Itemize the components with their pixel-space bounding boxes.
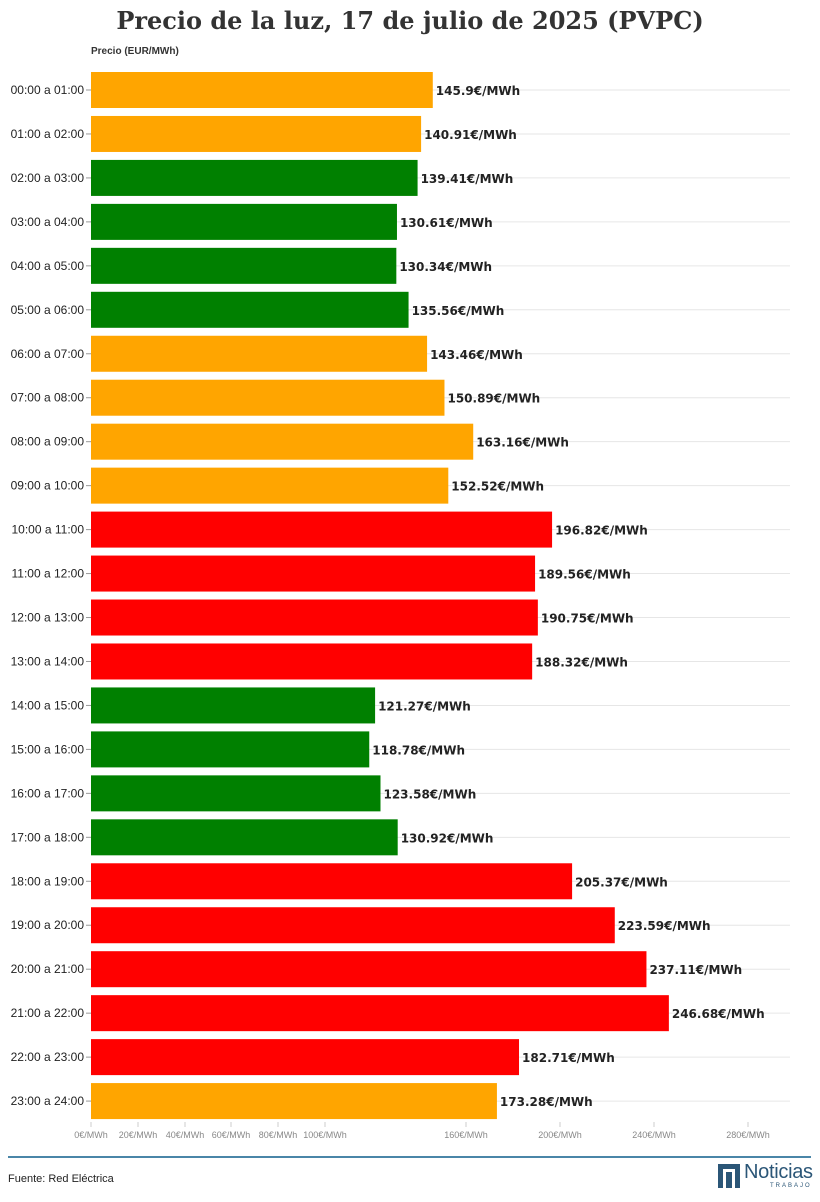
price-bar bbox=[91, 247, 397, 284]
price-bar bbox=[91, 379, 445, 416]
price-bar bbox=[91, 423, 474, 460]
price-bar bbox=[91, 687, 376, 724]
brand-logo: Noticias TRABAJO bbox=[718, 1161, 813, 1192]
category-label: 04:00 a 05:00 bbox=[11, 259, 85, 273]
x-axis-tick-label: 160€/MWh bbox=[444, 1130, 488, 1140]
x-axis-tick-label: 40€/MWh bbox=[166, 1130, 205, 1140]
price-bar bbox=[91, 1039, 520, 1076]
footer-divider bbox=[8, 1156, 811, 1158]
x-axis-tick-label: 200€/MWh bbox=[538, 1130, 582, 1140]
bar-value-label: 182.71€/MWh bbox=[522, 1051, 615, 1065]
x-axis-tick-label: 80€/MWh bbox=[259, 1130, 298, 1140]
category-label: 14:00 a 15:00 bbox=[11, 698, 85, 712]
category-label: 09:00 a 10:00 bbox=[11, 479, 85, 493]
price-bar bbox=[91, 72, 433, 108]
bar-value-label: 223.59€/MWh bbox=[618, 919, 711, 933]
category-label: 06:00 a 07:00 bbox=[11, 347, 85, 361]
category-label: 15:00 a 16:00 bbox=[11, 742, 85, 756]
x-axis-tick-label: 240€/MWh bbox=[632, 1130, 676, 1140]
category-label: 10:00 a 11:00 bbox=[11, 523, 84, 537]
bar-value-label: 143.46€/MWh bbox=[430, 348, 523, 362]
price-bar bbox=[91, 115, 422, 152]
category-label: 20:00 a 21:00 bbox=[11, 962, 85, 976]
price-bar bbox=[91, 907, 615, 944]
category-label: 18:00 a 19:00 bbox=[11, 874, 85, 888]
category-label: 03:00 a 04:00 bbox=[11, 215, 85, 229]
bar-value-label: 130.61€/MWh bbox=[400, 216, 493, 230]
category-label: 01:00 a 02:00 bbox=[11, 127, 85, 141]
x-axis-tick-label: 20€/MWh bbox=[119, 1130, 158, 1140]
x-axis-tick-label: 280€/MWh bbox=[726, 1130, 770, 1140]
bar-value-label: 163.16€/MWh bbox=[476, 436, 569, 450]
bar-value-label: 130.92€/MWh bbox=[401, 831, 494, 845]
category-label: 02:00 a 03:00 bbox=[11, 171, 85, 185]
price-bar bbox=[91, 863, 573, 900]
price-bar bbox=[91, 951, 647, 988]
bar-value-label: 205.37€/MWh bbox=[575, 875, 668, 889]
bar-value-label: 139.41€/MWh bbox=[421, 172, 514, 186]
bar-value-label: 237.11€/MWh bbox=[649, 963, 742, 977]
bar-value-label: 150.89€/MWh bbox=[447, 392, 540, 406]
bar-value-label: 145.9€/MWh bbox=[436, 84, 520, 98]
x-axis-tick-label: 100€/MWh bbox=[303, 1130, 347, 1140]
bar-value-label: 121.27€/MWh bbox=[378, 699, 471, 713]
category-label: 12:00 a 13:00 bbox=[11, 611, 85, 625]
price-bar bbox=[91, 599, 538, 636]
price-bar bbox=[91, 819, 398, 856]
price-bar bbox=[91, 775, 381, 812]
bar-value-label: 140.91€/MWh bbox=[424, 128, 517, 142]
price-bar bbox=[91, 203, 397, 240]
value-axis-title: Precio (EUR/MWh) bbox=[91, 46, 179, 57]
price-bar-chart: 00:00 a 01:00 145.9€/MWh 01:00 a 02:00 140.… bbox=[11, 72, 790, 1140]
category-label: 05:00 a 06:00 bbox=[11, 303, 85, 317]
category-label: 23:00 a 24:00 bbox=[11, 1094, 85, 1108]
price-bar bbox=[91, 467, 449, 504]
source-note: Fuente: Red Eléctrica bbox=[8, 1173, 114, 1185]
brand-logo-subtitle: TRABAJO bbox=[770, 1183, 812, 1189]
bar-value-label: 123.58€/MWh bbox=[383, 787, 476, 801]
chart-title: Precio de la luz, 17 de julio de 2025 (P… bbox=[116, 6, 704, 35]
price-bar bbox=[91, 731, 370, 768]
category-label: 08:00 a 09:00 bbox=[11, 435, 85, 449]
bar-value-label: 246.68€/MWh bbox=[672, 1007, 765, 1021]
x-axis-tick-label: 0€/MWh bbox=[74, 1130, 108, 1140]
category-label: 16:00 a 17:00 bbox=[11, 786, 85, 800]
category-label: 19:00 a 20:00 bbox=[11, 918, 85, 932]
price-bar bbox=[91, 555, 536, 592]
bar-value-label: 189.56€/MWh bbox=[538, 568, 631, 582]
category-label: 07:00 a 08:00 bbox=[11, 391, 85, 405]
price-bar bbox=[91, 291, 409, 328]
bar-value-label: 188.32€/MWh bbox=[535, 655, 628, 669]
price-bar bbox=[91, 511, 553, 548]
bar-value-label: 130.34€/MWh bbox=[399, 260, 492, 274]
bar-value-label: 190.75€/MWh bbox=[541, 612, 634, 626]
price-bar bbox=[91, 159, 418, 196]
bar-value-label: 196.82€/MWh bbox=[555, 524, 648, 538]
price-bar bbox=[91, 335, 428, 372]
category-label: 21:00 a 22:00 bbox=[11, 1006, 85, 1020]
category-label: 22:00 a 23:00 bbox=[11, 1050, 85, 1064]
brand-logo-name: Noticias bbox=[744, 1161, 813, 1183]
category-label: 11:00 a 12:00 bbox=[11, 567, 84, 581]
category-label: 00:00 a 01:00 bbox=[11, 83, 85, 97]
x-axis-tick-label: 60€/MWh bbox=[212, 1130, 251, 1140]
bar-value-label: 118.78€/MWh bbox=[372, 743, 465, 757]
category-label: 17:00 a 18:00 bbox=[11, 830, 85, 844]
price-bar bbox=[91, 643, 533, 680]
price-bar bbox=[91, 1083, 497, 1120]
bar-value-label: 135.56€/MWh bbox=[412, 304, 505, 318]
bar-value-label: 173.28€/MWh bbox=[500, 1095, 593, 1109]
category-label: 13:00 a 14:00 bbox=[11, 654, 85, 668]
price-bar bbox=[91, 995, 669, 1032]
brand-logo-icon bbox=[718, 1164, 740, 1188]
bar-value-label: 152.52€/MWh bbox=[451, 480, 544, 494]
